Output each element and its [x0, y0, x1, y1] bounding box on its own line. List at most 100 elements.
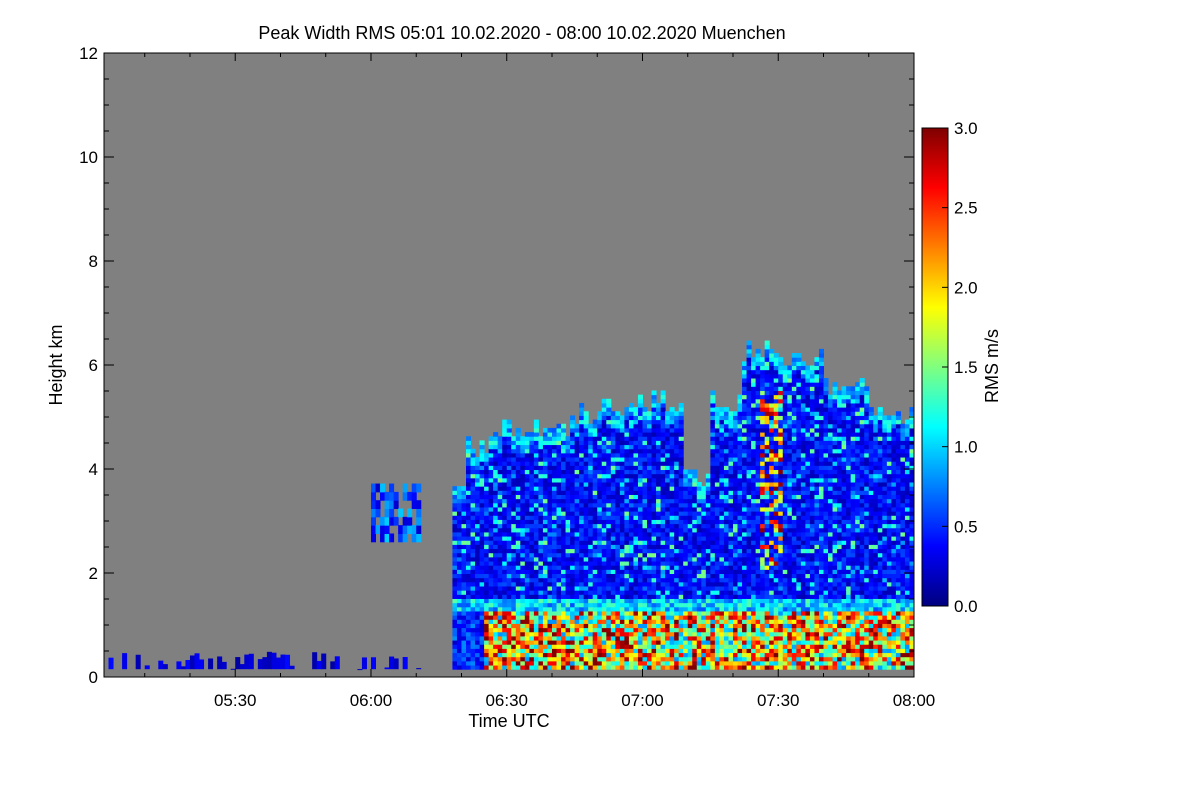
- heatmap-cell: [665, 594, 671, 599]
- heatmap-cell: [755, 427, 761, 433]
- heatmap-cell: [719, 486, 725, 491]
- heatmap-cell: [601, 548, 607, 554]
- heatmap-cell: [533, 490, 539, 495]
- heatmap-cell: [732, 544, 739, 550]
- heatmap-cell: [696, 548, 702, 554]
- heatmap-cell: [660, 411, 666, 416]
- heatmap-cell: [551, 556, 558, 562]
- heatmap-cell: [714, 552, 720, 558]
- heatmap-cell: [470, 498, 476, 504]
- heatmap-cell: [484, 640, 490, 645]
- heatmap-cell: [769, 502, 775, 508]
- heatmap-cell: [257, 659, 263, 670]
- heatmap-cell: [687, 594, 693, 599]
- heatmap-cell: [370, 491, 377, 501]
- heatmap-cell: [538, 573, 544, 579]
- heatmap-cell: [529, 648, 535, 654]
- heatmap-cell: [687, 515, 693, 520]
- heatmap-cell: [796, 519, 802, 525]
- heatmap-cell: [633, 494, 639, 500]
- heatmap-cell: [678, 652, 684, 658]
- heatmap-cell: [561, 594, 567, 599]
- heatmap-cell: [574, 452, 580, 458]
- heatmap-cell: [737, 519, 743, 525]
- heatmap-cell: [674, 452, 680, 458]
- heatmap-cell: [610, 640, 616, 645]
- heatmap-cell: [678, 573, 684, 579]
- heatmap-cell: [773, 644, 779, 649]
- heatmap-cell: [642, 411, 648, 416]
- heatmap-cell: [647, 477, 653, 483]
- heatmap-cell: [778, 660, 784, 666]
- heatmap-cell: [533, 619, 539, 624]
- heatmap-cell: [755, 581, 761, 587]
- heatmap-cell: [719, 502, 725, 508]
- heatmap-cell: [461, 665, 467, 670]
- heatmap-cell: [583, 586, 589, 591]
- heatmap-cell: [574, 531, 580, 537]
- heatmap-cell: [647, 502, 653, 508]
- heatmap-cell: [660, 494, 666, 500]
- heatmap-cell: [624, 502, 630, 508]
- heatmap-cell: [583, 652, 589, 658]
- heatmap-cell: [452, 656, 458, 662]
- heatmap-cell: [769, 402, 775, 408]
- heatmap-cell: [660, 423, 666, 429]
- heatmap-cell: [511, 473, 517, 479]
- heatmap-cell: [520, 444, 526, 450]
- heatmap-cell: [660, 444, 666, 450]
- heatmap-cell: [787, 515, 793, 520]
- heatmap-cell: [588, 652, 594, 658]
- heatmap-cell: [524, 531, 530, 537]
- heatmap-cell: [551, 427, 558, 433]
- heatmap-cell: [656, 427, 662, 433]
- heatmap-cell: [524, 627, 530, 633]
- heatmap-cell: [479, 623, 485, 629]
- heatmap-cell: [615, 490, 621, 495]
- heatmap-cell: [502, 660, 508, 666]
- heatmap-cell: [678, 577, 684, 583]
- heatmap-cell: [791, 502, 797, 508]
- heatmap-cell: [791, 656, 797, 662]
- heatmap-cell: [588, 548, 594, 554]
- heatmap-cell: [800, 440, 806, 446]
- heatmap-cell: [791, 594, 797, 599]
- heatmap-cell: [701, 527, 707, 533]
- heatmap-cell: [760, 619, 766, 624]
- heatmap-cell: [769, 378, 775, 383]
- heatmap-cell: [561, 440, 567, 446]
- heatmap-cell: [656, 423, 662, 429]
- heatmap-cell: [660, 665, 666, 670]
- heatmap-cell: [551, 635, 558, 641]
- heatmap-cell: [687, 619, 693, 624]
- heatmap-cell: [511, 527, 517, 533]
- heatmap-cell: [642, 415, 648, 421]
- heatmap-cell: [782, 498, 788, 504]
- heatmap-cell: [533, 590, 539, 595]
- heatmap-cell: [647, 419, 653, 425]
- heatmap-cell: [737, 635, 743, 641]
- heatmap-cell: [674, 511, 680, 516]
- heatmap-cell: [565, 615, 571, 620]
- heatmap-cell: [533, 598, 539, 604]
- heatmap-cell: [732, 569, 739, 575]
- heatmap-cell: [515, 498, 521, 504]
- heatmap-cell: [456, 490, 462, 495]
- heatmap-cell: [551, 536, 558, 541]
- heatmap-cell: [497, 461, 503, 466]
- heatmap-cell: [628, 619, 634, 624]
- heatmap-cell: [456, 540, 462, 545]
- heatmap-cell: [782, 660, 788, 666]
- heatmap-cell: [488, 473, 494, 479]
- heatmap-cell: [683, 556, 689, 562]
- heatmap-cell: [642, 615, 648, 620]
- heatmap-cell: [787, 552, 793, 558]
- heatmap-cell: [488, 635, 494, 641]
- heatmap-cell: [570, 448, 576, 454]
- heatmap-cell: [497, 606, 503, 612]
- heatmap-cell: [633, 635, 639, 641]
- heatmap-cell: [628, 531, 634, 537]
- heatmap-cell: [787, 656, 793, 662]
- heatmap-cell: [651, 548, 657, 554]
- heatmap-cell: [520, 610, 526, 616]
